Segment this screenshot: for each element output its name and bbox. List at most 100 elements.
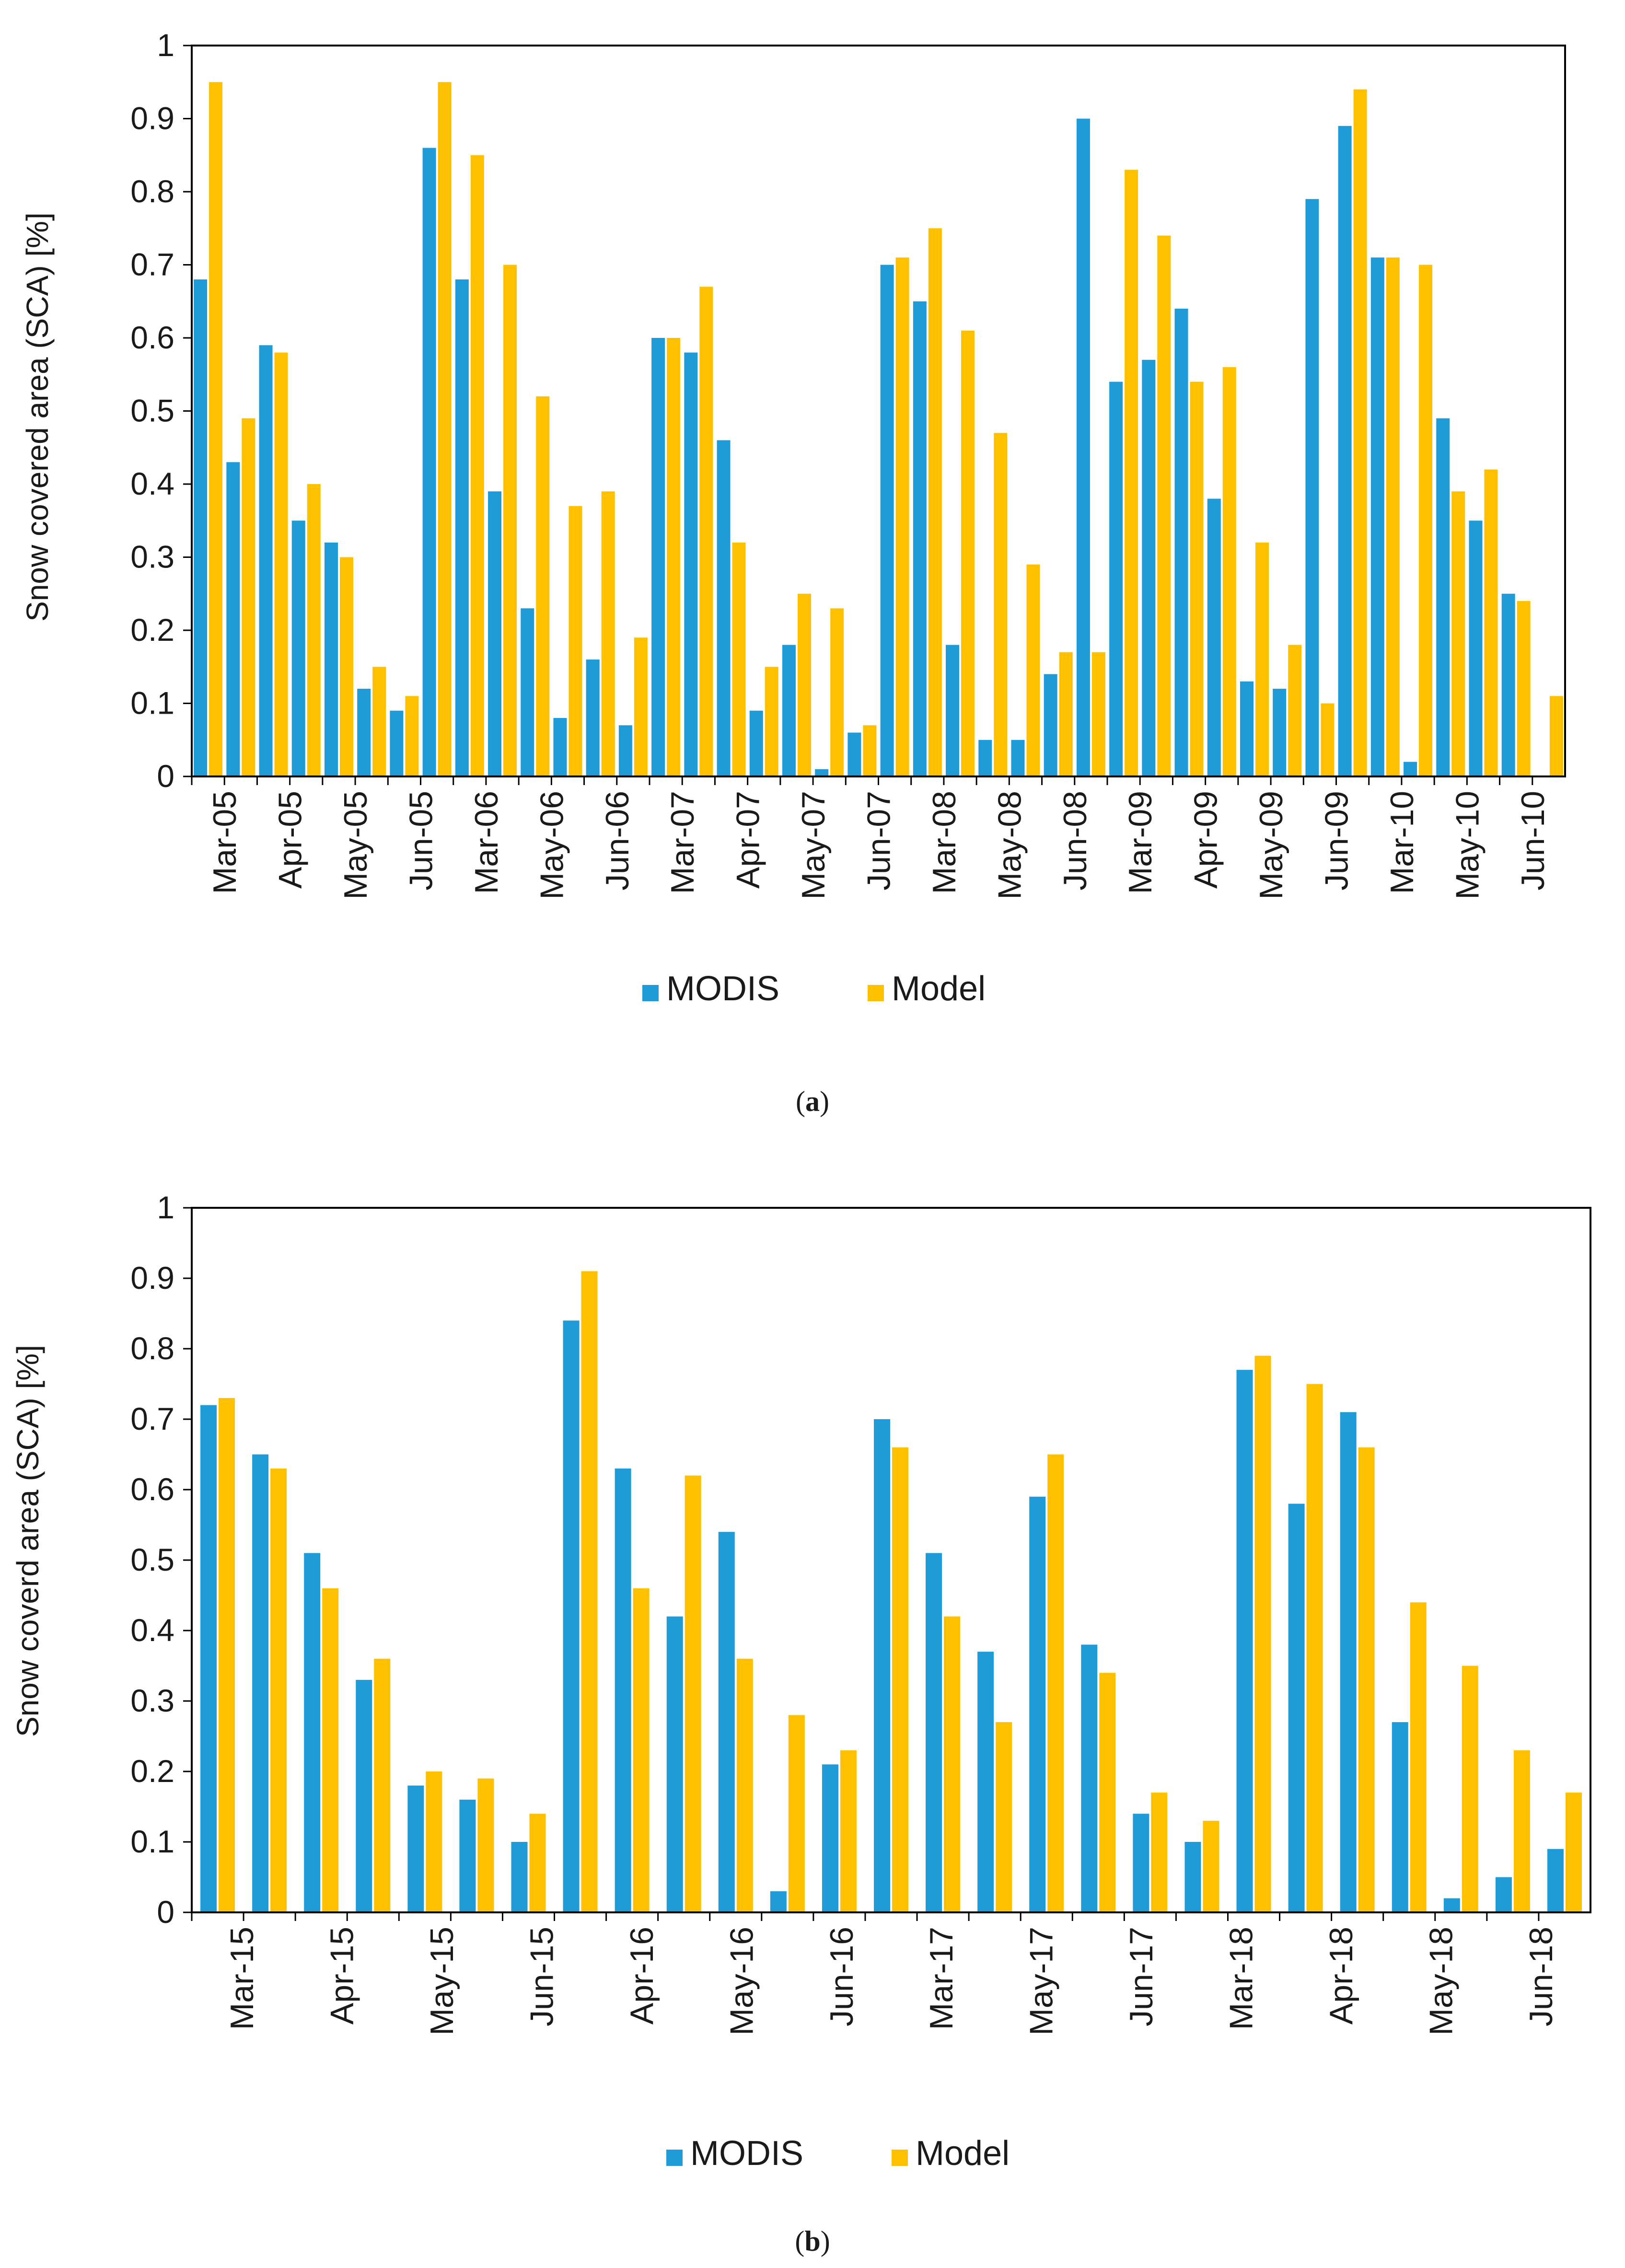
x-tick-labels: Mar-05 Apr-05 May-05 Jun-05 Mar-06 May-06 Jun-… (207, 791, 1551, 900)
x-tick-label: Apr-05 (272, 791, 309, 889)
bar-modis (488, 491, 502, 776)
y-gridlines (183, 45, 1533, 785)
bar-model (426, 1771, 442, 1912)
bar-modis (194, 279, 208, 776)
y-tick-labels: 0 0.1 0.2 0.3 0.4 0.5 0.6 0.7 0.8 0.9 1 (130, 27, 174, 794)
bar-modis (1240, 681, 1254, 776)
bar-model (1549, 696, 1563, 776)
panel-label-a: a (805, 1086, 820, 1117)
bar-modis (252, 1454, 269, 1912)
x-tick-label: Jun-15 (524, 1927, 560, 2026)
bar-model (1099, 1673, 1116, 1912)
bar-model (1026, 564, 1040, 776)
bars (200, 1271, 1582, 1912)
bar-modis (718, 1532, 735, 1912)
bar-model (1254, 1355, 1271, 1912)
bar-model (536, 396, 550, 776)
bar-model (840, 1750, 857, 1912)
x-tick-label: May-06 (534, 791, 570, 900)
bar-model (961, 330, 975, 776)
bar-model (830, 608, 844, 776)
legend-label-modis: MODIS (690, 2134, 803, 2173)
bar-modis (304, 1553, 321, 1912)
bar-model (470, 155, 484, 776)
bar-model (788, 1715, 805, 1912)
bar-modis (563, 1320, 580, 1912)
bar-modis (356, 1679, 372, 1912)
bar-modis (1109, 382, 1123, 776)
bar-model (994, 433, 1008, 776)
bar-modis (1076, 118, 1090, 776)
x-tick-label: May-10 (1449, 791, 1486, 900)
bar-modis (390, 710, 404, 776)
bar-model (765, 667, 778, 776)
x-tick-label: May-07 (795, 791, 832, 900)
x-tick-label: May-09 (1253, 791, 1289, 900)
bar-modis (1501, 593, 1515, 776)
bar-model (529, 1814, 546, 1912)
bar-modis (717, 440, 731, 776)
bar-modis (407, 1785, 424, 1912)
legend-swatch-model (868, 985, 884, 1001)
y-axis-title: Snow coverd area (SCA) [%] (11, 1345, 45, 1737)
chart-panel-a: Snow covered area (SCA) [%] 0 0.1 0.2 0.3 0.… (20, 27, 1566, 1117)
plot-frame (191, 1207, 1591, 1913)
x-tick-label: Mar-09 (1122, 791, 1159, 894)
x-tick-label: May-16 (723, 1927, 760, 2036)
bar-model (1410, 1602, 1427, 1912)
bar-model (732, 543, 746, 776)
y-tick-label: 0.7 (130, 247, 174, 282)
x-tick-label: Apr-18 (1323, 1927, 1359, 2025)
bar-modis (357, 689, 371, 776)
x-tick-labels: Mar-15 Apr-15 May-15 Jun-15 Apr-16 May-16 Jun-… (224, 1927, 1559, 2036)
bar-model (1517, 601, 1531, 776)
bar-model (633, 1588, 650, 1912)
y-axis-title: Snow covered area (SCA) [%] (20, 212, 55, 622)
bar-modis (553, 718, 567, 776)
y-tick-labels: 0 0.1 0.2 0.3 0.4 0.5 0.6 0.7 0.8 0.9 1 (130, 1190, 174, 1930)
bar-model (1451, 491, 1465, 776)
y-tick-label: 0.1 (130, 1824, 174, 1859)
bar-modis (880, 265, 894, 776)
bar-model (438, 82, 452, 776)
bar-model (699, 287, 713, 776)
bar-model (1091, 652, 1105, 776)
x-tick-label: Apr-09 (1188, 791, 1224, 889)
bar-modis (977, 1652, 994, 1912)
bar-model (863, 725, 877, 776)
y-tick-label: 0.7 (130, 1401, 174, 1436)
bar-model (209, 82, 223, 776)
bar-model (1288, 645, 1302, 776)
y-tick-label: 0.6 (130, 320, 174, 355)
bar-model (1151, 1793, 1168, 1912)
y-gridlines (183, 1207, 1540, 1921)
bar-modis (926, 1553, 942, 1912)
x-tick-label: Mar-15 (224, 1927, 260, 2030)
bar-modis (1184, 1842, 1201, 1912)
bar-model (1386, 257, 1400, 776)
bar-model (1358, 1447, 1375, 1912)
bar-modis (291, 521, 305, 776)
y-tick-label: 1 (157, 1190, 174, 1225)
panel-label-b: b (804, 2225, 820, 2257)
bar-modis (455, 279, 469, 776)
bar-model (667, 338, 681, 776)
bar-modis (422, 148, 436, 776)
y-tick-label: 0.3 (130, 539, 174, 575)
bar-model (928, 228, 942, 776)
bar-model (1306, 1384, 1323, 1912)
x-tick-label: Mar-08 (926, 791, 963, 894)
x-tick-label: Jun-10 (1515, 791, 1551, 891)
bar-model (1513, 1750, 1530, 1912)
y-tick-label: 0.8 (130, 174, 174, 209)
x-tick-label: Jun-17 (1123, 1927, 1160, 2026)
bar-modis (1142, 359, 1156, 776)
bar-modis (1436, 418, 1450, 776)
legend-swatch-modis (642, 985, 659, 1001)
bar-modis (1305, 199, 1319, 776)
bar-modis (200, 1405, 217, 1912)
bar-model (270, 1468, 287, 1912)
bar-modis (847, 732, 861, 776)
y-tick-label: 0.8 (130, 1331, 174, 1366)
x-tick-label: Mar-06 (468, 791, 505, 894)
